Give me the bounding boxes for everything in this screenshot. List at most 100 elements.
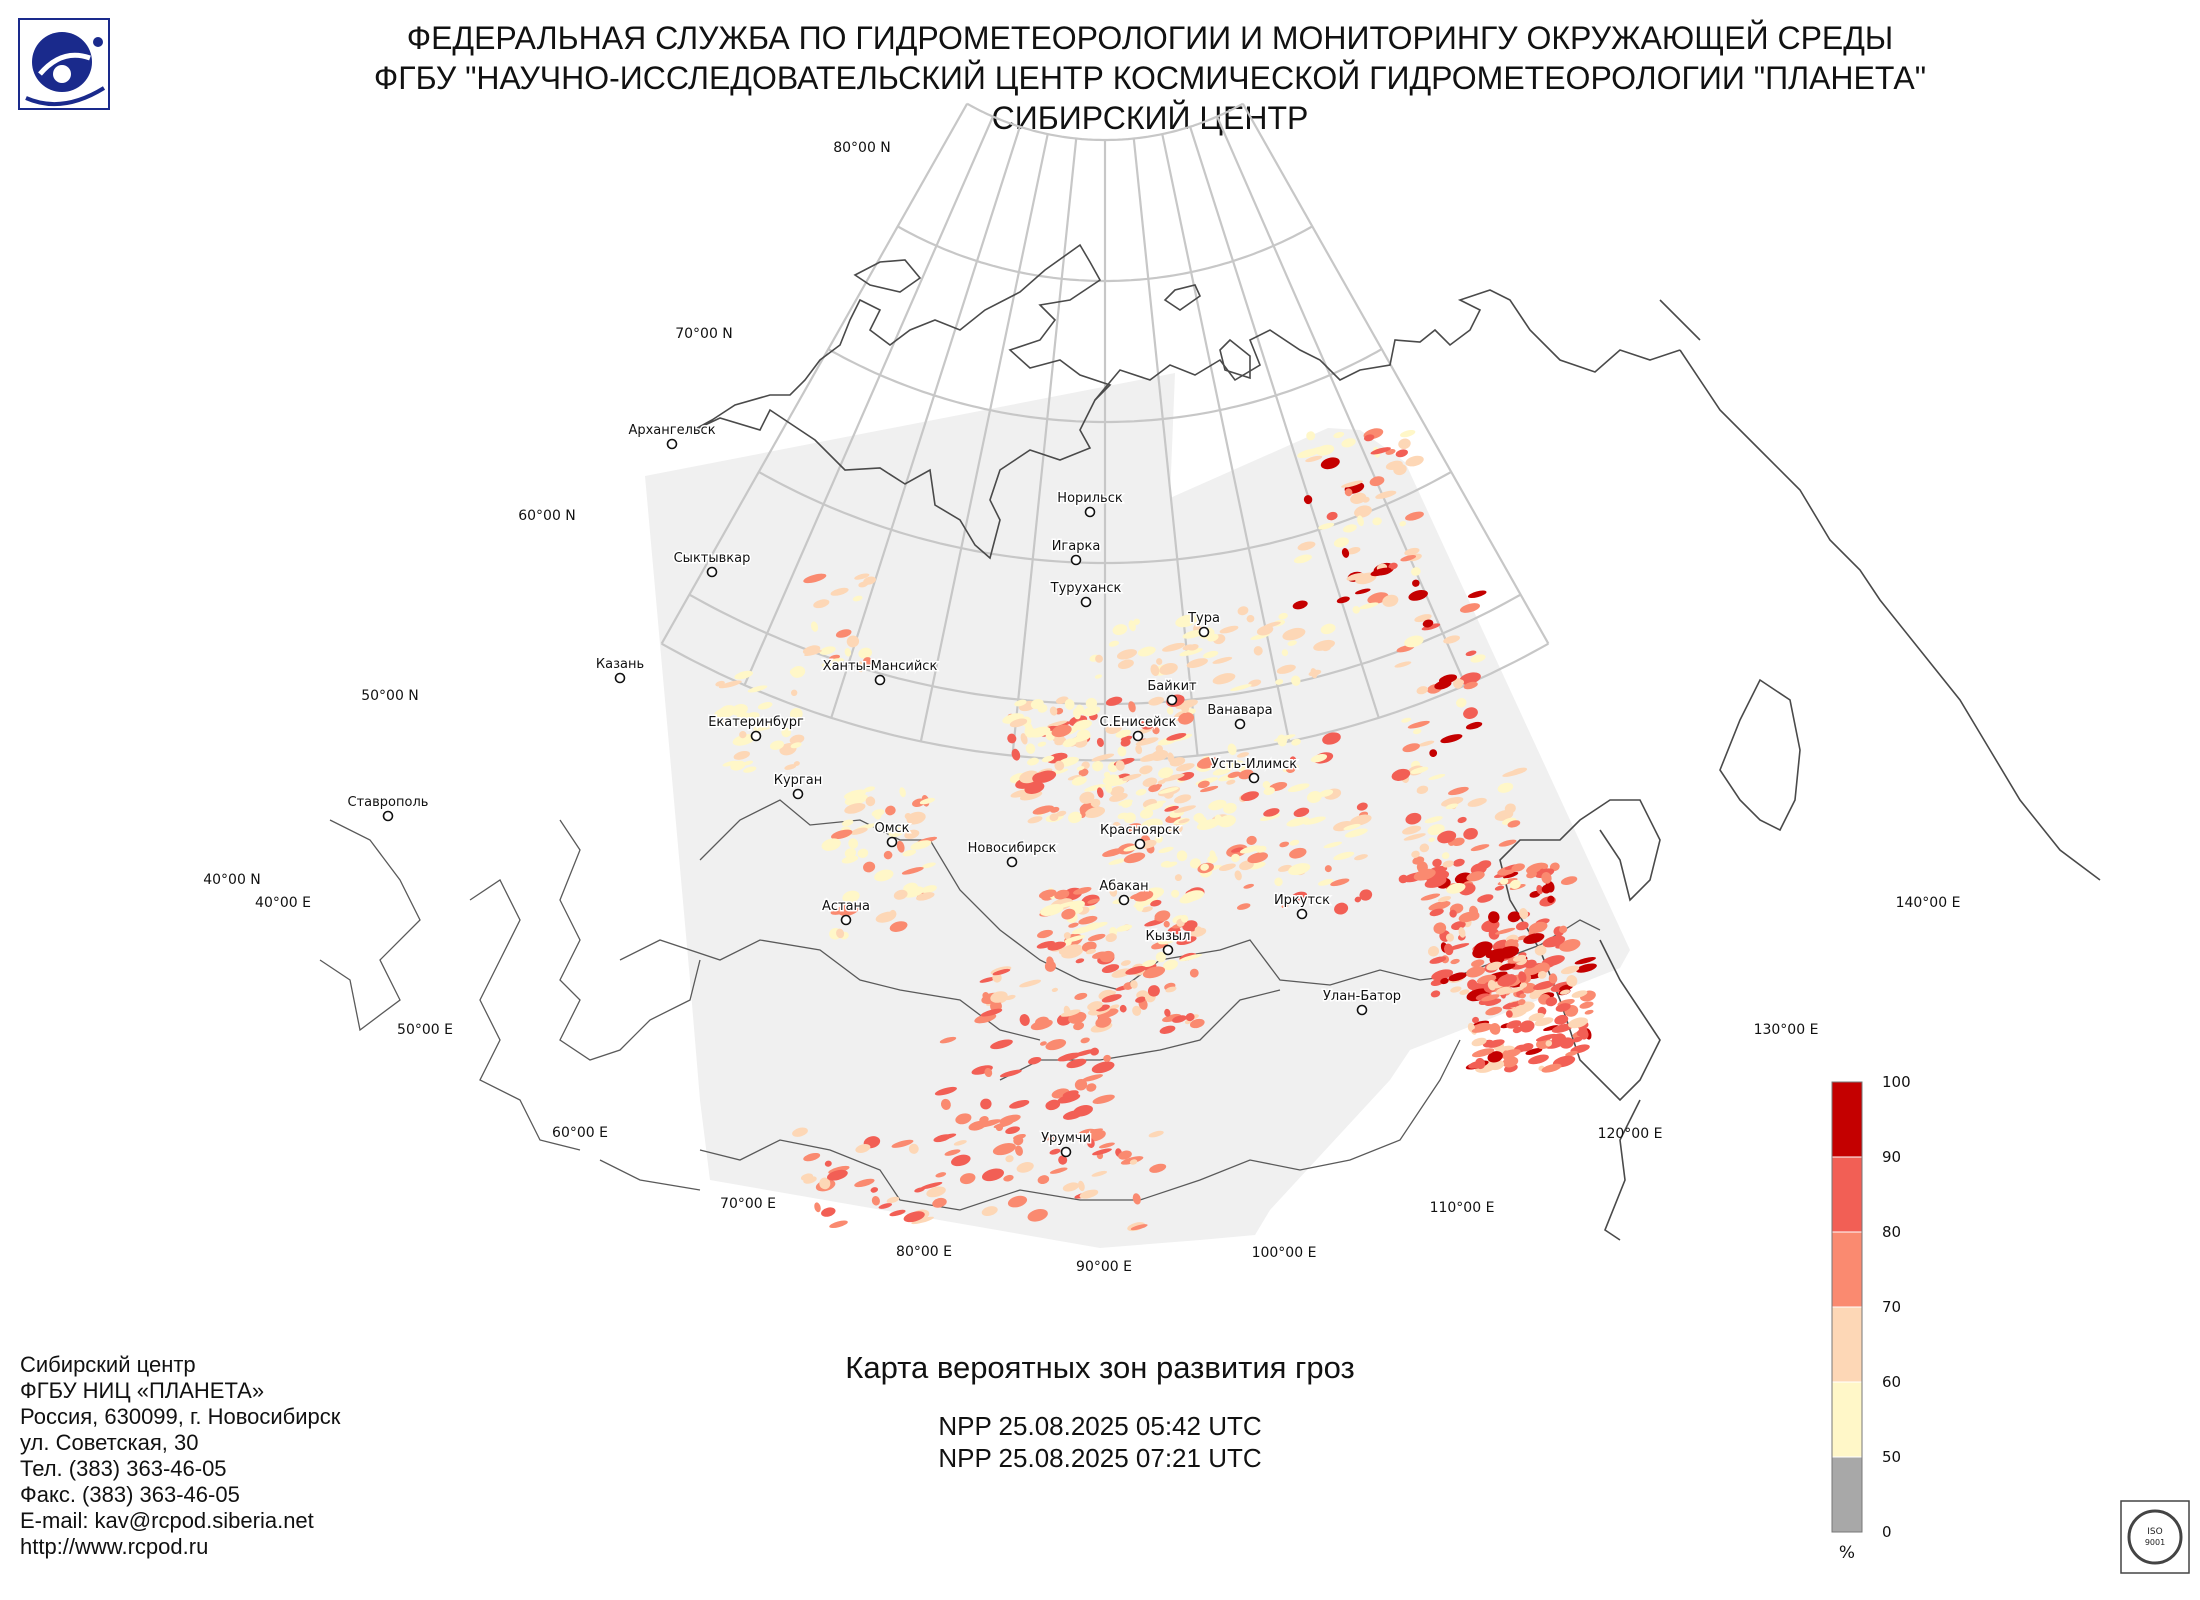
storm-cell <box>1449 909 1457 918</box>
pass-1: NPP 25.08.2025 05:42 UTC <box>938 1411 1262 1441</box>
storm-cell <box>1399 521 1407 527</box>
storm-cell <box>1440 977 1449 985</box>
storm-cell <box>1359 889 1373 901</box>
storm-cell <box>1459 672 1481 685</box>
storm-cell <box>739 730 747 739</box>
storm-cell <box>1194 926 1203 937</box>
storm-cell <box>1523 933 1545 944</box>
storm-cell <box>1323 841 1342 849</box>
storm-cell <box>1289 756 1297 765</box>
longitude-label: 70°00 E <box>720 1196 776 1212</box>
storm-cell <box>1529 991 1541 1000</box>
storm-cell <box>1084 784 1106 792</box>
city-marker: С.Енисейск <box>1098 714 1178 742</box>
storm-cell <box>1433 922 1447 934</box>
storm-cell <box>1097 1008 1119 1019</box>
contact-line[interactable]: http://www.rcpod.ru <box>20 1534 209 1559</box>
storm-cell <box>1182 920 1198 932</box>
border-line <box>599 1159 701 1191</box>
storm-cell <box>1467 911 1480 921</box>
legend-tick-label: 60 <box>1882 1373 1901 1391</box>
legend-tick-label: 0 <box>1882 1523 1892 1541</box>
contact-line: ФГБУ НИЦ «ПЛАНЕТА» <box>20 1378 265 1403</box>
coastline <box>1679 349 2101 881</box>
storm-cell <box>1117 659 1134 669</box>
storm-cell <box>1524 959 1537 969</box>
storm-cell <box>1541 1063 1562 1073</box>
storm-cell <box>846 635 860 648</box>
storm-cell <box>1237 606 1249 616</box>
coastline <box>1094 289 1681 401</box>
storm-cell <box>1196 819 1220 830</box>
storm-cell <box>1412 728 1422 735</box>
storm-cell <box>1096 737 1104 747</box>
storm-cell <box>1293 554 1312 564</box>
storm-cell <box>844 648 852 657</box>
storm-cell <box>891 1139 914 1148</box>
storm-cell <box>1234 870 1242 881</box>
coastline <box>1659 299 1701 341</box>
storm-cell <box>1027 757 1039 766</box>
storm-cell <box>1560 965 1580 975</box>
storm-cell <box>1453 858 1465 867</box>
storm-cell <box>1180 914 1189 923</box>
storm-cell <box>1080 1037 1090 1044</box>
storm-cell <box>1559 989 1571 995</box>
city-dot-icon <box>886 836 898 848</box>
storm-cell <box>1287 783 1310 793</box>
storm-cell <box>1112 624 1128 636</box>
storm-cell <box>1062 1110 1084 1120</box>
storm-cell <box>1259 813 1281 822</box>
storm-cell <box>1346 547 1361 555</box>
storm-cell <box>1400 555 1417 562</box>
storm-cell <box>981 1168 1005 1182</box>
storm-cell <box>1356 802 1368 811</box>
storm-cell <box>1502 871 1519 879</box>
storm-cell <box>1005 1126 1020 1135</box>
storm-cell <box>1061 908 1076 920</box>
storm-cell <box>1196 756 1219 769</box>
storm-cell <box>1541 884 1552 894</box>
meridian-line <box>919 133 1049 742</box>
storm-cell <box>1078 768 1089 777</box>
storm-cell <box>1420 893 1441 901</box>
city-marker: Норильск <box>1056 490 1124 518</box>
storm-cell <box>1163 920 1170 928</box>
storm-cell <box>1102 774 1120 785</box>
storm-cell <box>1066 1058 1087 1069</box>
storm-cell <box>1412 579 1420 587</box>
storm-cell <box>1370 447 1391 455</box>
storm-cell <box>1092 1094 1115 1104</box>
contact-line[interactable]: E-mail: kav@rcpod.siberia.net <box>20 1508 314 1533</box>
storm-cell <box>1069 900 1085 910</box>
longitude-label: 80°00 E <box>896 1244 952 1260</box>
storm-cell <box>1504 987 1524 994</box>
storm-cell <box>1525 1048 1543 1055</box>
storm-cell <box>1218 863 1236 871</box>
storm-cell <box>1463 681 1478 690</box>
storm-cell <box>1303 495 1313 505</box>
storm-cell <box>980 1098 992 1110</box>
storm-cell <box>1467 590 1487 599</box>
storm-cell <box>1282 627 1306 641</box>
storm-cell <box>1082 706 1101 717</box>
storm-cell <box>1357 515 1364 527</box>
storm-cell <box>1166 706 1174 715</box>
storm-cell <box>1112 821 1122 832</box>
storm-cell <box>1189 1018 1205 1029</box>
storm-cell <box>1422 619 1434 628</box>
storm-cell <box>1292 600 1308 610</box>
storm-cell <box>1310 754 1328 763</box>
storm-cell <box>1073 1049 1096 1057</box>
storm-cell <box>1246 835 1257 845</box>
storm-cell <box>1140 718 1156 730</box>
city-dot-icon <box>1084 506 1096 518</box>
storm-cell <box>790 665 806 678</box>
storm-cell <box>1019 1014 1030 1026</box>
storm-cell <box>841 819 854 827</box>
storm-cell <box>1256 625 1274 636</box>
agency-header: ФЕДЕРАЛЬНАЯ СЛУЖБА ПО ГИДРОМЕТЕОРОЛОГИИ … <box>150 18 2150 138</box>
storm-cell <box>1504 803 1516 814</box>
storm-cell <box>1075 958 1085 964</box>
storm-cell <box>1465 721 1483 730</box>
